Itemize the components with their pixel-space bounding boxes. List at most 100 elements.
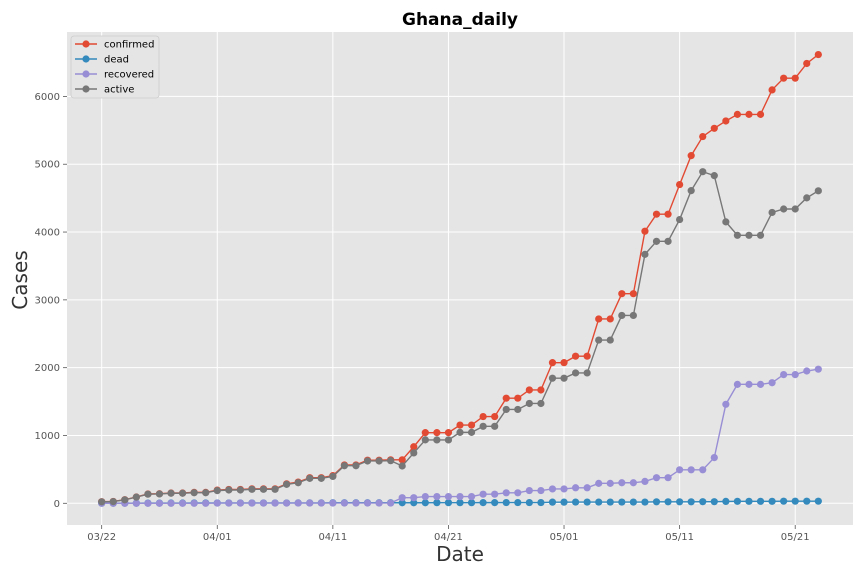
data-point-recovered bbox=[479, 490, 487, 498]
data-point-recovered bbox=[433, 492, 441, 501]
data-point-confirmed bbox=[652, 210, 661, 218]
data-point-dead bbox=[514, 498, 522, 507]
data-point-confirmed bbox=[629, 290, 637, 298]
data-point-recovered bbox=[664, 474, 672, 482]
data-point-active bbox=[387, 457, 395, 465]
data-point-active bbox=[363, 457, 372, 465]
data-point-recovered bbox=[387, 499, 395, 507]
data-point-active bbox=[98, 498, 106, 506]
data-point-confirmed bbox=[803, 59, 811, 68]
data-point-confirmed bbox=[745, 110, 753, 118]
data-point-recovered bbox=[491, 490, 499, 498]
grid-lines bbox=[67, 32, 853, 525]
data-point-recovered bbox=[225, 499, 233, 507]
data-point-dead bbox=[456, 499, 464, 507]
data-point-recovered bbox=[814, 365, 822, 373]
data-point-recovered bbox=[352, 499, 360, 507]
data-point-active bbox=[317, 474, 325, 482]
data-point-recovered bbox=[514, 489, 522, 497]
data-point-recovered bbox=[190, 499, 198, 507]
series-recovered bbox=[98, 365, 822, 507]
series-layer bbox=[98, 50, 822, 507]
x-tick-label: 05/01 bbox=[550, 532, 579, 543]
data-point-active bbox=[722, 218, 730, 226]
y-tick-label: 0 bbox=[54, 499, 60, 510]
data-point-recovered bbox=[641, 477, 649, 485]
data-point-recovered bbox=[618, 479, 626, 487]
data-point-active bbox=[225, 486, 233, 494]
data-point-active bbox=[780, 205, 788, 213]
data-point-active bbox=[109, 498, 117, 506]
data-point-active bbox=[467, 428, 476, 436]
data-point-recovered bbox=[803, 367, 811, 375]
data-point-dead bbox=[641, 498, 649, 506]
data-point-active bbox=[433, 436, 441, 444]
data-point-recovered bbox=[155, 499, 164, 507]
data-point-confirmed bbox=[456, 421, 464, 429]
data-point-active bbox=[756, 231, 765, 239]
data-point-active bbox=[629, 311, 637, 320]
data-point-dead bbox=[537, 498, 545, 507]
plot-area bbox=[67, 32, 853, 525]
y-tick-label: 1000 bbox=[35, 431, 60, 442]
data-point-dead bbox=[548, 498, 557, 506]
data-point-confirmed bbox=[722, 117, 730, 125]
data-point-dead bbox=[595, 498, 603, 506]
data-point-recovered bbox=[560, 485, 568, 493]
data-point-active bbox=[155, 490, 164, 498]
data-point-active bbox=[410, 449, 418, 457]
data-point-recovered bbox=[710, 453, 718, 462]
data-point-recovered bbox=[676, 466, 684, 474]
data-point-active bbox=[375, 457, 383, 465]
data-point-recovered bbox=[756, 380, 765, 388]
data-point-active bbox=[398, 462, 406, 470]
data-point-active bbox=[121, 496, 129, 504]
data-point-recovered bbox=[398, 494, 406, 502]
data-point-recovered bbox=[144, 499, 152, 507]
legend-item-confirmed: confirmed bbox=[75, 40, 154, 51]
x-axis-label: Date bbox=[436, 542, 484, 566]
data-point-confirmed bbox=[421, 429, 429, 437]
data-point-active bbox=[502, 405, 510, 414]
data-point-recovered bbox=[444, 492, 453, 501]
data-point-dead bbox=[803, 497, 811, 505]
data-point-confirmed bbox=[814, 50, 822, 59]
data-point-recovered bbox=[294, 499, 302, 507]
data-point-recovered bbox=[525, 486, 533, 495]
data-point-recovered bbox=[317, 499, 325, 507]
data-point-active bbox=[803, 194, 811, 202]
x-tick-label: 03/22 bbox=[87, 532, 116, 543]
data-point-active bbox=[652, 237, 661, 245]
data-point-recovered bbox=[537, 486, 545, 495]
data-point-recovered bbox=[167, 499, 175, 507]
data-point-confirmed bbox=[641, 227, 649, 235]
data-point-dead bbox=[629, 498, 637, 506]
data-point-active bbox=[491, 422, 499, 430]
data-point-active bbox=[456, 428, 464, 436]
legend: confirmed dead recovered active bbox=[70, 35, 160, 99]
data-point-confirmed bbox=[502, 394, 510, 402]
data-point-dead bbox=[560, 498, 568, 506]
legend-marker bbox=[82, 55, 90, 63]
data-point-active bbox=[167, 489, 175, 497]
data-point-dead bbox=[722, 497, 730, 505]
data-point-recovered bbox=[363, 499, 372, 507]
legend-item-dead: dead bbox=[75, 55, 129, 66]
data-point-recovered bbox=[421, 492, 429, 501]
data-point-recovered bbox=[213, 499, 221, 507]
data-point-active bbox=[202, 489, 210, 497]
y-tick-label: 3000 bbox=[35, 295, 60, 306]
data-point-recovered bbox=[629, 479, 637, 487]
data-point-dead bbox=[756, 497, 765, 505]
data-point-recovered bbox=[236, 499, 244, 507]
data-point-confirmed bbox=[780, 74, 788, 82]
data-point-recovered bbox=[456, 492, 464, 501]
data-point-active bbox=[236, 486, 244, 494]
data-point-active bbox=[595, 336, 603, 344]
data-point-confirmed bbox=[710, 124, 718, 132]
data-point-dead bbox=[676, 498, 684, 506]
legend-marker bbox=[82, 40, 90, 48]
y-tick-label: 2000 bbox=[35, 363, 60, 374]
data-point-recovered bbox=[571, 484, 580, 492]
